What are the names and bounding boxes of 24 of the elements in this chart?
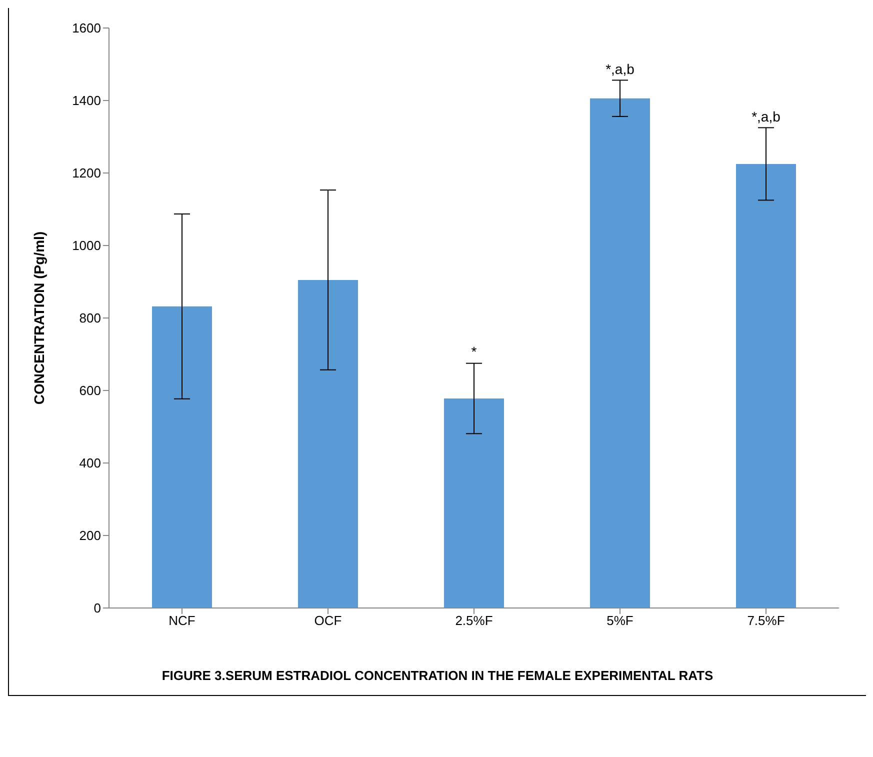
bar <box>152 306 212 608</box>
y-tick-label: 0 <box>94 600 101 616</box>
x-tick-label: 2.5%F <box>455 613 493 628</box>
annotation: * <box>471 344 478 360</box>
y-tick-label: 600 <box>79 383 101 398</box>
annotation: *,a,b <box>752 108 781 125</box>
x-tick-label: 5%F <box>606 613 634 628</box>
y-tick-label: 400 <box>79 456 101 471</box>
x-tick-label: OCF <box>314 613 342 628</box>
bar <box>590 98 650 608</box>
x-tick-label: NCF <box>168 613 196 628</box>
bar <box>298 280 358 608</box>
y-tick-label: 1600 <box>72 20 101 36</box>
y-tick-label: 1400 <box>72 93 101 108</box>
y-tick-label: 1000 <box>72 238 101 254</box>
y-tick-label: 1200 <box>72 166 101 181</box>
x-tick-label: 7.5%F <box>747 613 785 628</box>
text: FIGURE 3.SERUM ESTRADIOL CONCENTRATION IN THE FEMALE EXPERIMENTAL RATS <box>160 668 714 685</box>
y-tick-label: 200 <box>79 528 101 544</box>
y-axis-title: CONCENTRATION (Pg/ml) <box>30 231 47 405</box>
bar <box>444 398 504 608</box>
y-tick-label: 800 <box>79 310 101 326</box>
annotation: *,a,b <box>606 61 635 78</box>
bar <box>736 164 796 608</box>
